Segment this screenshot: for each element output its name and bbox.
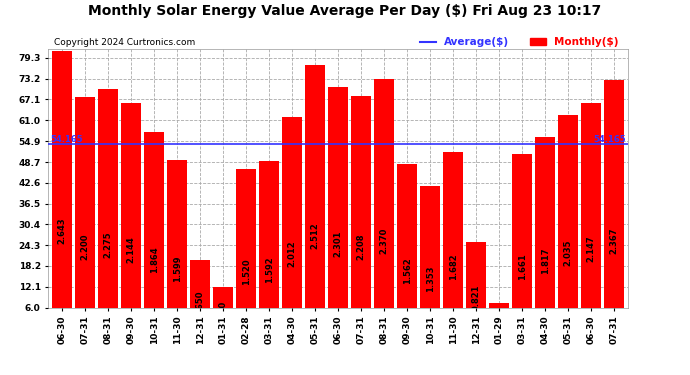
Text: 2.275: 2.275 — [104, 231, 112, 258]
Text: 2.147: 2.147 — [586, 236, 595, 262]
Text: 0.650: 0.650 — [195, 291, 205, 317]
Text: Monthly Solar Energy Value Average Per Day ($) Fri Aug 23 10:17: Monthly Solar Energy Value Average Per D… — [88, 4, 602, 18]
Bar — [558, 114, 578, 328]
Text: 0.239: 0.239 — [495, 306, 504, 332]
Bar — [190, 260, 210, 328]
Text: 2.035: 2.035 — [564, 240, 573, 267]
Bar — [75, 97, 95, 328]
Bar — [489, 303, 509, 328]
Text: 1.520: 1.520 — [241, 259, 250, 285]
Bar — [121, 103, 141, 328]
Text: 2.012: 2.012 — [288, 241, 297, 267]
Text: 1.682: 1.682 — [448, 253, 457, 279]
Bar — [213, 287, 233, 328]
Text: 1.661: 1.661 — [518, 254, 526, 280]
Text: 1.817: 1.817 — [540, 248, 550, 274]
Text: 1.592: 1.592 — [264, 256, 274, 283]
Text: 0.821: 0.821 — [471, 285, 481, 311]
Bar — [581, 103, 601, 328]
Text: 2.200: 2.200 — [81, 234, 90, 260]
Bar — [604, 80, 624, 328]
Bar — [512, 154, 532, 328]
Text: 1.599: 1.599 — [172, 256, 181, 282]
Text: 1.562: 1.562 — [402, 257, 412, 284]
Text: 2.301: 2.301 — [333, 230, 343, 257]
Text: 2.512: 2.512 — [310, 222, 319, 249]
Bar — [397, 164, 417, 328]
Text: 2.370: 2.370 — [380, 228, 388, 254]
Text: 2.208: 2.208 — [357, 234, 366, 260]
Text: 2.643: 2.643 — [57, 217, 67, 244]
Bar — [237, 168, 256, 328]
Bar — [259, 161, 279, 328]
Bar — [168, 160, 187, 328]
Text: 2.144: 2.144 — [126, 236, 136, 262]
Bar — [351, 96, 371, 328]
Text: 0.390: 0.390 — [219, 300, 228, 327]
Bar — [420, 186, 440, 328]
Text: Copyright 2024 Curtronics.com: Copyright 2024 Curtronics.com — [54, 38, 195, 47]
Legend: Average($), Monthly($): Average($), Monthly($) — [416, 33, 622, 52]
Bar — [52, 51, 72, 328]
Bar — [375, 80, 394, 328]
Bar — [282, 117, 302, 328]
Text: 54.165: 54.165 — [50, 135, 83, 144]
Text: 1.353: 1.353 — [426, 265, 435, 291]
Bar — [328, 87, 348, 328]
Bar — [466, 242, 486, 328]
Text: 54.165: 54.165 — [593, 135, 626, 144]
Bar — [144, 132, 164, 328]
Bar — [99, 89, 118, 328]
Text: 2.367: 2.367 — [609, 228, 619, 254]
Bar — [306, 64, 325, 328]
Bar — [535, 137, 555, 328]
Bar — [444, 152, 463, 328]
Text: 1.864: 1.864 — [150, 246, 159, 273]
